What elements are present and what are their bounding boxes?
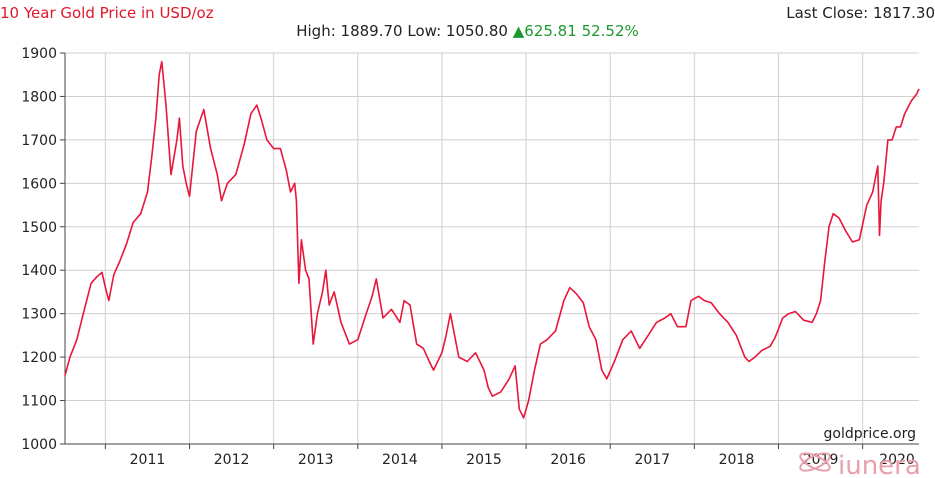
x-tick-label: 2011 [130, 452, 166, 468]
change-value: 625.81 [524, 22, 577, 40]
y-tick-label: 1000 [21, 437, 57, 453]
tick-labels: 1000 1100 1200 1300 1400 1500 1600 1700 1800 1900… [21, 46, 914, 468]
change-percent: 52.52% [581, 22, 639, 40]
watermark-text: iunera [838, 451, 921, 478]
axes [60, 52, 919, 449]
last-close-value: 1817.30 [872, 4, 935, 22]
x-tick-label: 2012 [214, 452, 250, 468]
watermark: iunera [799, 451, 921, 478]
last-close-label: Last Close: [786, 4, 869, 22]
y-tick-label: 1100 [21, 394, 57, 410]
price-series-line [64, 60, 920, 419]
x-tick-label: 2018 [719, 452, 755, 468]
y-tick-label: 1700 [21, 133, 57, 149]
x-tick-label: 2014 [382, 452, 418, 468]
y-tick-label: 1200 [21, 350, 57, 366]
low-value: 1050.80 [445, 22, 508, 40]
high-value: 1889.70 [340, 22, 403, 40]
grid [65, 52, 919, 445]
y-tick-label: 1500 [21, 220, 57, 236]
y-tick-label: 1600 [21, 176, 57, 192]
x-tick-label: 2013 [298, 452, 334, 468]
iunera-logo-icon [799, 452, 831, 472]
x-tick-label: 2020 [879, 452, 915, 468]
y-tick-label: 1800 [21, 89, 57, 105]
high-label: High: [296, 22, 336, 40]
x-tick-label: 2017 [634, 452, 670, 468]
source-label: goldprice.org [824, 426, 916, 442]
up-arrow-icon: ▲ [512, 22, 525, 40]
change-readout: ▲625.81 52.52% [513, 22, 639, 40]
x-tick-label: 2016 [550, 452, 586, 468]
x-tick-label: 2015 [466, 452, 502, 468]
y-tick-label: 1400 [21, 263, 57, 279]
chart-title: 10 Year Gold Price in USD/oz [0, 4, 214, 22]
y-tick-label: 1900 [21, 46, 57, 62]
low-label: Low: [407, 22, 442, 40]
last-close-readout: Last Close: 1817.30 [786, 4, 935, 22]
series [64, 60, 920, 419]
price-stats: High: 1889.70 Low: 1050.80 ▲625.81 52.52… [0, 22, 935, 40]
y-tick-label: 1300 [21, 307, 57, 323]
